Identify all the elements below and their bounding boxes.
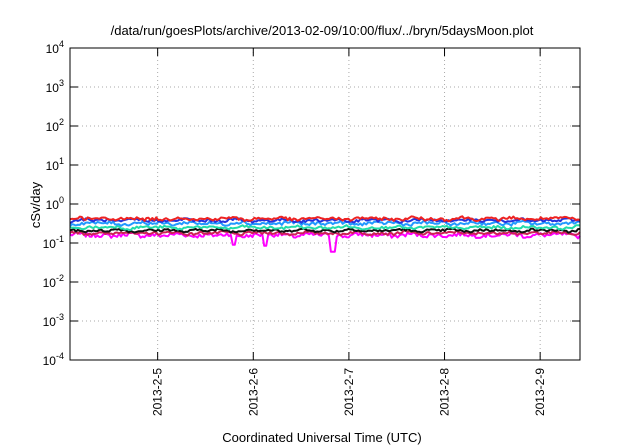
y-tick-label: 104 bbox=[46, 39, 64, 56]
x-axis: 2013-2-5 2013-2-6 2013-2-7 2013-2-8 2013-2-9 bbox=[151, 48, 547, 416]
y-axis: 10-4 10-3 10-2 10-1 100 101 102 103 104 bbox=[43, 39, 580, 368]
x-tick-label: 2013-2-6 bbox=[246, 368, 260, 416]
series-line bbox=[69, 219, 581, 227]
x-tick-label: 2013-2-8 bbox=[438, 368, 452, 416]
y-axis-title: cSv/day bbox=[28, 181, 43, 228]
x-tick-label: 2013-2-5 bbox=[151, 368, 165, 416]
series-line bbox=[69, 229, 581, 237]
x-axis-title: Coordinated Universal Time (UTC) bbox=[222, 430, 421, 445]
y-tick-label: 10-3 bbox=[43, 312, 64, 329]
series-layer bbox=[69, 215, 581, 253]
y-tick-label: 100 bbox=[46, 195, 64, 212]
chart-title: /data/run/goesPlots/archive/2013-02-09/1… bbox=[111, 23, 534, 38]
y-tick-label: 10-4 bbox=[43, 351, 64, 368]
series-line bbox=[69, 224, 581, 231]
series-line bbox=[69, 227, 581, 234]
x-tick-label: 2013-2-9 bbox=[533, 368, 547, 416]
y-tick-label: 10-2 bbox=[43, 273, 64, 290]
series-line bbox=[69, 230, 581, 253]
series-line bbox=[69, 215, 581, 223]
x-tick-label: 2013-2-7 bbox=[342, 368, 356, 416]
y-tick-label: 10-1 bbox=[43, 234, 64, 251]
y-tick-label: 103 bbox=[46, 78, 64, 95]
y-tick-label: 102 bbox=[46, 117, 64, 134]
y-tick-label: 101 bbox=[46, 156, 64, 173]
grid bbox=[70, 48, 580, 360]
